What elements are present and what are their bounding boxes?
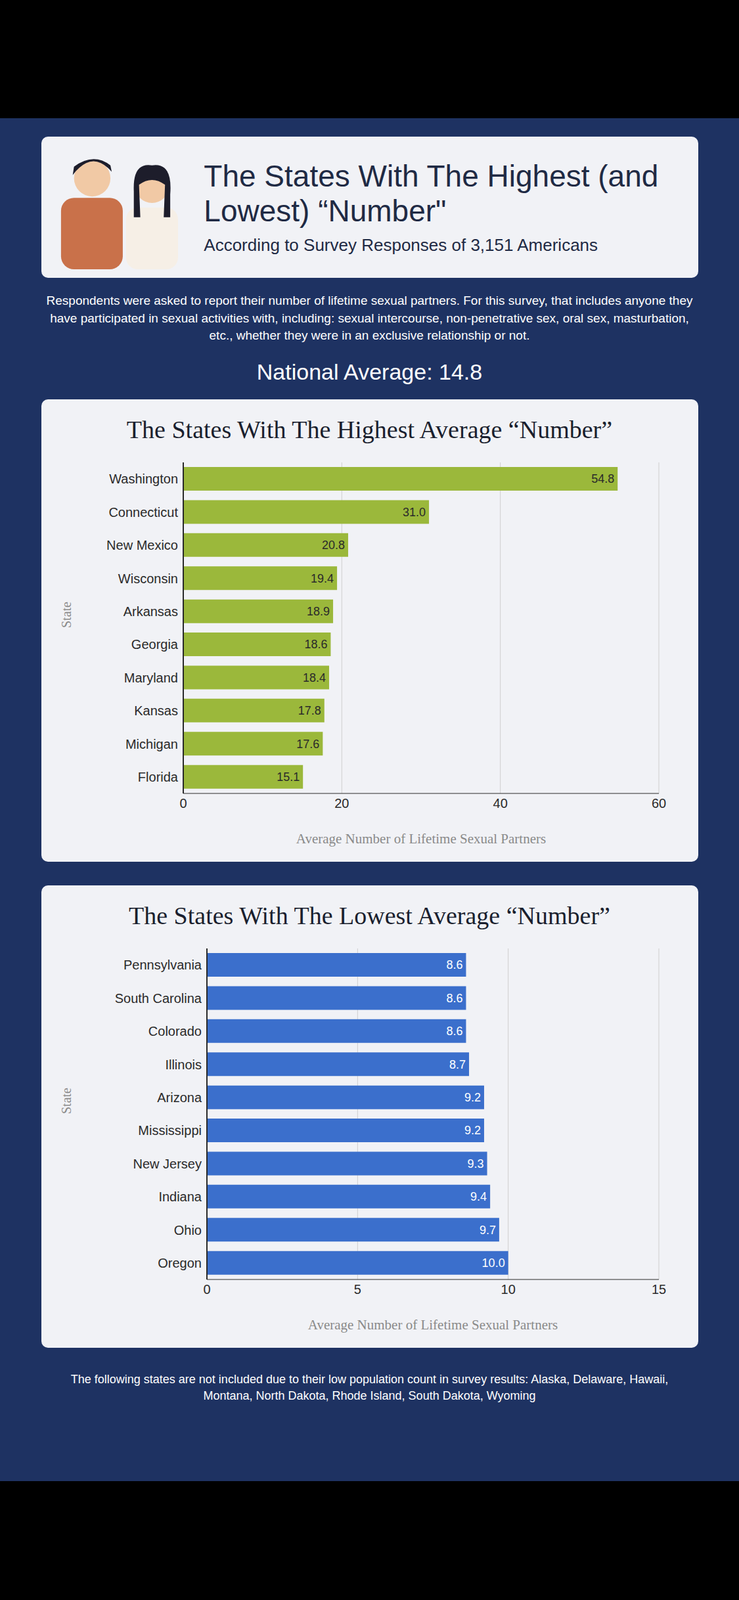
- svg-text:Arizona: Arizona: [156, 1090, 203, 1105]
- svg-text:Pennsylvania: Pennsylvania: [123, 957, 203, 973]
- html-text:The States With The Highest Av: The States With The Highest Average “Num…: [126, 415, 613, 444]
- svg-text:19.4: 19.4: [310, 571, 334, 585]
- svg-text:18.6: 18.6: [304, 637, 328, 651]
- svg-text:8.6: 8.6: [446, 958, 463, 972]
- svg-text:Florida: Florida: [137, 769, 179, 785]
- svg-text:15.1: 15.1: [276, 770, 300, 784]
- svg-text:8.6: 8.6: [446, 991, 463, 1006]
- svg-text:17.6: 17.6: [296, 737, 320, 751]
- svg-text:8.6: 8.6: [446, 1024, 463, 1038]
- svg-text:Indiana: Indiana: [158, 1189, 202, 1205]
- svg-text:5: 5: [353, 1282, 361, 1297]
- svg-text:Ohio: Ohio: [173, 1222, 202, 1237]
- svg-text:New Mexico: New Mexico: [106, 537, 179, 553]
- svg-text:Oregon: Oregon: [157, 1255, 202, 1271]
- svg-text:New Jersey: New Jersey: [132, 1156, 202, 1171]
- svg-text:Average Number of Lifetime Sex: Average Number of Lifetime Sexual Partne…: [295, 830, 546, 847]
- svg-text:State: State: [59, 1087, 74, 1115]
- svg-text:54.8: 54.8: [591, 472, 615, 486]
- svg-text:20: 20: [334, 796, 349, 811]
- svg-text:Colorado: Colorado: [147, 1024, 202, 1039]
- html-text:The States With The Lowest Ave: The States With The Lowest Average “Numb…: [128, 901, 611, 930]
- svg-text:Average Number of Lifetime Sex: Average Number of Lifetime Sexual Partne…: [307, 1317, 558, 1333]
- svg-text:Michigan: Michigan: [124, 736, 178, 751]
- svg-text:Wisconsin: Wisconsin: [117, 570, 178, 586]
- svg-text:Connecticut: Connecticut: [108, 504, 179, 519]
- svg-text:9.2: 9.2: [463, 1091, 481, 1105]
- svg-text:18.4: 18.4: [302, 671, 326, 685]
- svg-text:0: 0: [202, 1282, 211, 1297]
- html-text:The following states are not i: The following states are not included du…: [70, 1372, 669, 1403]
- svg-text:9.3: 9.3: [467, 1157, 484, 1171]
- svg-text:8.7: 8.7: [449, 1057, 466, 1071]
- svg-text:State: State: [59, 601, 74, 628]
- html-text:According to Survey Responses: According to Survey Responses of 3,151 A…: [203, 235, 598, 255]
- svg-text:20.8: 20.8: [321, 538, 345, 552]
- html-text:The States With The Highest (a: The States With The Highest (and Lowest)…: [203, 159, 659, 228]
- svg-text:Georgia: Georgia: [130, 637, 179, 652]
- svg-text:10: 10: [500, 1282, 516, 1297]
- svg-text:15: 15: [650, 1282, 666, 1297]
- html-text:Respondents were asked to repo: Respondents were asked to report their n…: [46, 293, 693, 343]
- svg-text:9.4: 9.4: [470, 1190, 487, 1204]
- svg-text:18.9: 18.9: [306, 604, 330, 619]
- svg-text:Illinois: Illinois: [164, 1056, 202, 1072]
- svg-text:10.0: 10.0: [481, 1256, 505, 1270]
- html-text:National Average: 14.8: National Average: 14.8: [256, 359, 483, 385]
- svg-text:40: 40: [492, 796, 508, 811]
- svg-text:0: 0: [179, 796, 187, 811]
- svg-text:9.7: 9.7: [478, 1223, 496, 1237]
- svg-text:Arkansas: Arkansas: [122, 604, 178, 619]
- svg-text:South Carolina: South Carolina: [114, 990, 202, 1006]
- svg-text:Mississippi: Mississippi: [137, 1123, 202, 1138]
- svg-text:Kansas: Kansas: [134, 703, 179, 718]
- svg-text:31.0: 31.0: [402, 505, 426, 519]
- svg-text:9.2: 9.2: [463, 1123, 481, 1138]
- svg-text:17.8: 17.8: [297, 704, 321, 718]
- svg-text:Maryland: Maryland: [123, 670, 178, 685]
- svg-text:Washington: Washington: [109, 471, 179, 487]
- svg-text:60: 60: [650, 796, 666, 811]
